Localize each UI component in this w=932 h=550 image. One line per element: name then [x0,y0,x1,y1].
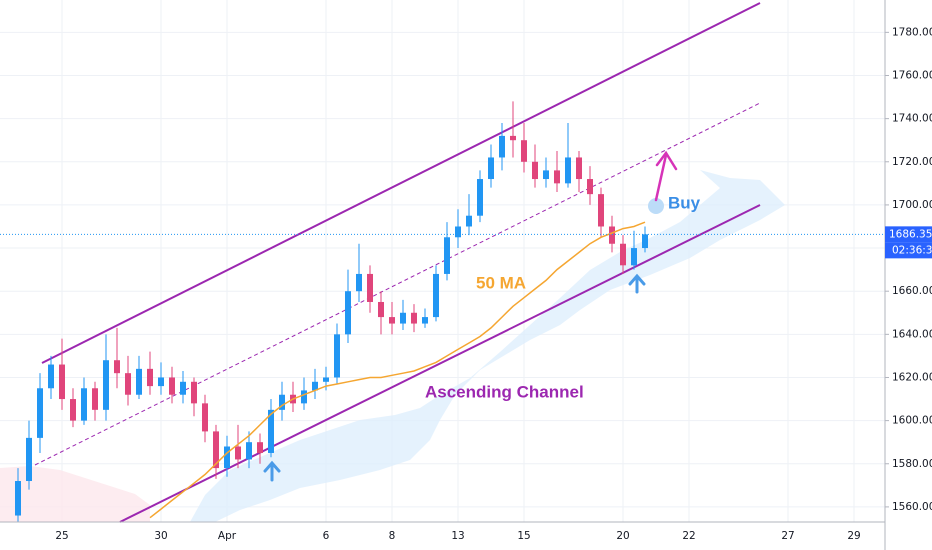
x-tick-label: 30 [154,530,167,542]
countdown-box [885,242,932,259]
x-tick-label: 8 [389,530,396,542]
candle-body [59,364,65,400]
candle-body [532,161,538,180]
candle-body [213,431,219,469]
candle-body [444,237,450,274]
candle-body [554,170,560,184]
x-tick-label: 15 [517,530,530,542]
candle-body [565,157,571,184]
y-tick-label: 1700.000 [892,199,932,211]
x-tick-label: 29 [847,530,860,542]
y-tick-label: 1640.000 [892,328,932,340]
candle-body [609,226,615,244]
candle-body [334,334,340,378]
marks [0,101,885,522]
x-tick-label: 22 [682,530,695,542]
y-tick-label: 1620.000 [892,371,932,383]
candle-body [488,157,494,180]
axes: 1560.000 1580.000 1600.000 1620.000 1640.000… [55,26,932,542]
candle-body [37,388,43,438]
candle-body [268,409,274,453]
candle-body [103,360,109,410]
candle-body [543,170,549,180]
candle-body [312,381,318,391]
candle-body [246,442,252,460]
candle-body [191,381,197,404]
y-tick-label: 1660.000 [892,285,932,297]
candle-body [180,381,186,395]
candle-body [48,364,54,389]
candle-body [422,317,428,324]
candle-body [224,446,230,469]
candle-body [169,377,175,395]
y-tick-label: 1580.000 [892,458,932,470]
channel-upper [41,2,761,364]
x-tick-label: 20 [616,530,629,542]
candle-body [389,317,395,324]
candle-body [433,273,439,318]
candle-body [125,373,131,395]
candle-body [576,157,582,180]
candle-body [26,437,32,482]
channel-mid [34,102,761,466]
x-tick-label: 25 [55,530,68,542]
ma-line [149,221,646,519]
arrow-up-1 [263,460,281,482]
candle-body [477,179,483,216]
candle-body [411,312,417,324]
candle-body [15,481,21,516]
annotation-buy: Buy [668,193,701,212]
y-tick-label: 1600.000 [892,415,932,427]
candle-body [642,234,648,249]
candle-body [598,194,604,227]
candle-body [301,390,307,404]
candle-body [356,273,362,292]
y-tick-label: 1760.000 [892,69,932,81]
candle-body [81,388,87,421]
candle-body [400,312,406,324]
candle-body [147,368,153,387]
arrow-buy [654,150,678,202]
candle-body [136,368,142,395]
candle-body [345,291,351,335]
candle-body [466,215,472,227]
x-tick-label: 6 [323,530,330,542]
candle-body [92,388,98,410]
y-tick-label: 1720.000 [892,156,932,168]
last-price-label: 1686.354 [889,228,932,240]
candle-body [620,243,626,266]
candle-body [631,248,637,266]
candle-body [510,135,516,141]
x-tick-label: Apr [218,530,237,542]
buy-marker [648,198,664,214]
candle-body [202,403,208,432]
candle-body [323,377,329,382]
x-tick-label: 13 [451,530,464,542]
candle-body [70,399,76,421]
candle-body [378,301,384,318]
annotation-ma: 50 MA [476,273,526,292]
y-axis-panel [885,0,932,550]
candle-body [499,135,505,158]
candle-body [257,442,263,453]
annotation-channel: Ascending Channel [425,382,584,401]
y-tick-label: 1780.000 [892,26,932,38]
y-tick-label: 1560.000 [892,501,932,513]
candle-body [158,377,164,387]
candle-body [587,179,593,195]
y-tick-label: 1740.000 [892,113,932,125]
candle-body [455,226,461,238]
cloud-pink [0,466,150,522]
candle-body [521,140,527,162]
candle-body [235,446,241,460]
candle-body [114,360,120,374]
last-price-box [885,226,932,243]
countdown-label: 02:36:30 [892,244,932,256]
x-tick-label: 27 [781,530,794,542]
grid [0,0,885,522]
arrow-up-2 [628,273,646,294]
candle-body [279,394,285,410]
candle-body [367,273,373,302]
